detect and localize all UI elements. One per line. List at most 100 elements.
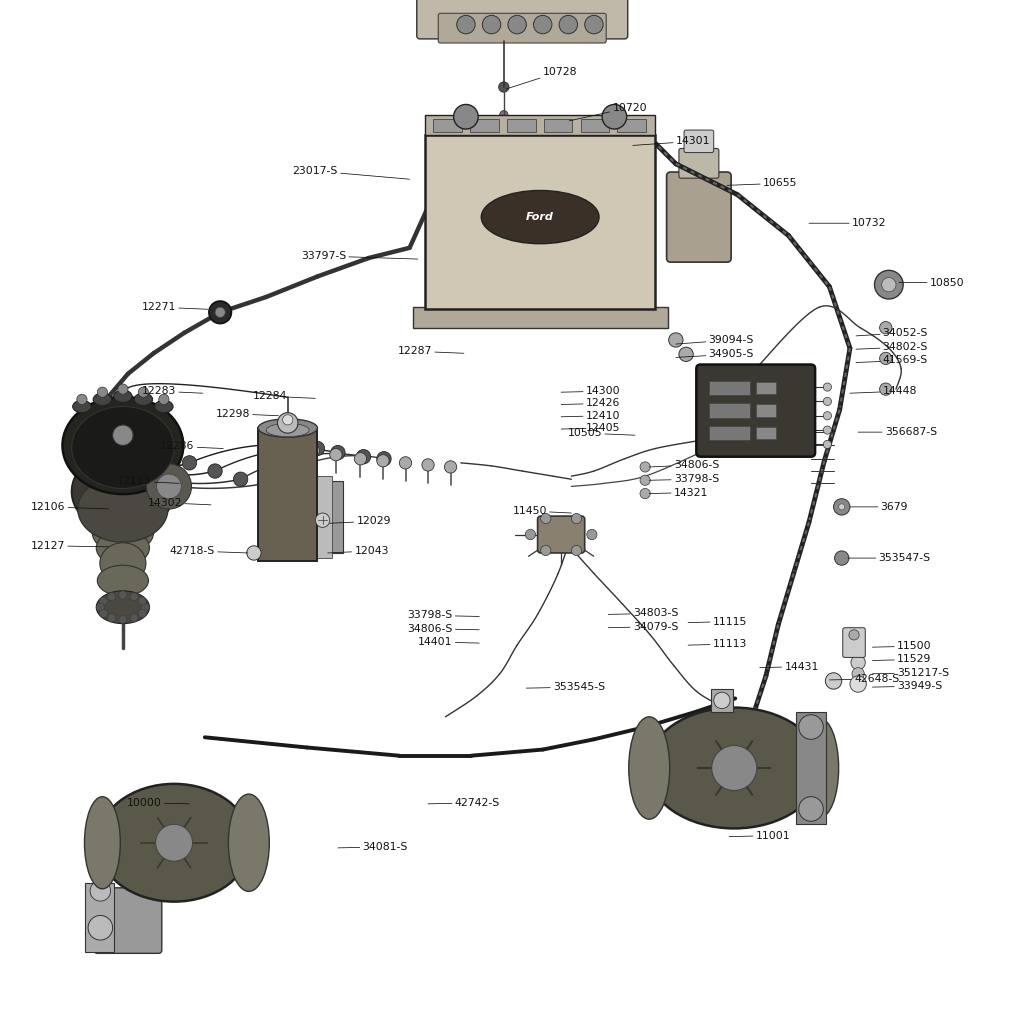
- Bar: [709, 426, 750, 440]
- Ellipse shape: [134, 393, 153, 406]
- Circle shape: [799, 715, 823, 739]
- Circle shape: [77, 394, 87, 404]
- Ellipse shape: [258, 419, 317, 437]
- Text: 14300: 14300: [561, 386, 621, 396]
- Text: 12106: 12106: [31, 502, 109, 512]
- Text: 33798-S: 33798-S: [649, 474, 719, 484]
- Ellipse shape: [92, 512, 154, 553]
- Circle shape: [823, 397, 831, 406]
- Ellipse shape: [228, 795, 269, 891]
- Bar: [413, 307, 668, 328]
- Ellipse shape: [481, 190, 599, 244]
- Bar: [507, 119, 536, 132]
- Text: 11115: 11115: [688, 616, 748, 627]
- Circle shape: [457, 15, 475, 34]
- Ellipse shape: [114, 390, 132, 402]
- FancyBboxPatch shape: [684, 130, 714, 153]
- Circle shape: [799, 797, 823, 821]
- Ellipse shape: [93, 393, 112, 406]
- Circle shape: [215, 307, 225, 317]
- Circle shape: [541, 513, 551, 523]
- Circle shape: [585, 15, 603, 34]
- Bar: [796, 712, 826, 824]
- Circle shape: [850, 676, 866, 692]
- Circle shape: [138, 597, 146, 605]
- FancyBboxPatch shape: [679, 148, 719, 178]
- Circle shape: [823, 440, 831, 449]
- Text: 353545-S: 353545-S: [526, 682, 605, 692]
- Circle shape: [454, 104, 478, 129]
- Circle shape: [640, 462, 650, 472]
- Ellipse shape: [72, 407, 174, 488]
- Text: 10000: 10000: [127, 798, 189, 808]
- Ellipse shape: [96, 530, 150, 565]
- Circle shape: [422, 459, 434, 471]
- Circle shape: [130, 593, 138, 601]
- Circle shape: [315, 513, 330, 527]
- Text: 42648-S: 42648-S: [829, 674, 899, 684]
- Circle shape: [278, 413, 298, 433]
- Text: 34079-S: 34079-S: [608, 622, 678, 632]
- Text: 10720: 10720: [569, 102, 647, 121]
- Circle shape: [839, 504, 845, 510]
- Circle shape: [851, 655, 865, 670]
- Text: 12271: 12271: [141, 302, 208, 312]
- Text: 34905-S: 34905-S: [676, 349, 754, 359]
- Circle shape: [541, 546, 551, 556]
- FancyBboxPatch shape: [667, 172, 731, 262]
- Circle shape: [880, 383, 892, 395]
- Circle shape: [640, 488, 650, 499]
- Text: 356687-S: 356687-S: [858, 427, 937, 437]
- Circle shape: [880, 352, 892, 365]
- Circle shape: [97, 387, 108, 397]
- Circle shape: [99, 609, 108, 617]
- Bar: [544, 119, 572, 132]
- Circle shape: [559, 15, 578, 34]
- Text: 23017-S: 23017-S: [293, 166, 410, 179]
- FancyBboxPatch shape: [417, 0, 628, 39]
- Circle shape: [823, 426, 831, 434]
- Circle shape: [640, 475, 650, 485]
- Text: 12029: 12029: [330, 516, 391, 526]
- Ellipse shape: [72, 451, 174, 532]
- Bar: [85, 883, 114, 952]
- Circle shape: [669, 333, 683, 347]
- Ellipse shape: [155, 400, 173, 413]
- Bar: [581, 119, 609, 132]
- Circle shape: [159, 394, 169, 404]
- Circle shape: [138, 609, 146, 617]
- Circle shape: [377, 455, 389, 467]
- Circle shape: [90, 881, 111, 901]
- Text: 12426: 12426: [561, 398, 621, 409]
- Circle shape: [587, 529, 597, 540]
- Circle shape: [331, 445, 345, 460]
- Circle shape: [571, 513, 582, 523]
- Text: 10850: 10850: [899, 278, 965, 288]
- Text: 10732: 10732: [809, 218, 887, 228]
- Ellipse shape: [647, 708, 821, 828]
- Text: 34806-S: 34806-S: [649, 460, 719, 470]
- Text: 353547-S: 353547-S: [848, 553, 931, 563]
- Text: 11450: 11450: [512, 506, 571, 516]
- Text: 10655: 10655: [727, 178, 798, 188]
- Text: 12298: 12298: [215, 409, 279, 419]
- Circle shape: [880, 322, 892, 334]
- FancyBboxPatch shape: [843, 628, 865, 657]
- Circle shape: [99, 597, 108, 605]
- Circle shape: [825, 673, 842, 689]
- Circle shape: [96, 603, 104, 611]
- Circle shape: [146, 464, 191, 509]
- Circle shape: [208, 464, 222, 478]
- Text: 12410: 12410: [561, 411, 621, 421]
- Circle shape: [119, 615, 127, 624]
- Circle shape: [310, 441, 325, 456]
- Circle shape: [712, 745, 757, 791]
- Circle shape: [823, 412, 831, 420]
- Ellipse shape: [73, 400, 91, 413]
- Text: 33949-S: 33949-S: [872, 681, 942, 691]
- Text: 14401: 14401: [418, 637, 479, 647]
- Text: 10728: 10728: [506, 67, 578, 89]
- Text: 11113: 11113: [688, 639, 748, 649]
- Text: 351217-S: 351217-S: [872, 668, 949, 678]
- Ellipse shape: [629, 717, 670, 819]
